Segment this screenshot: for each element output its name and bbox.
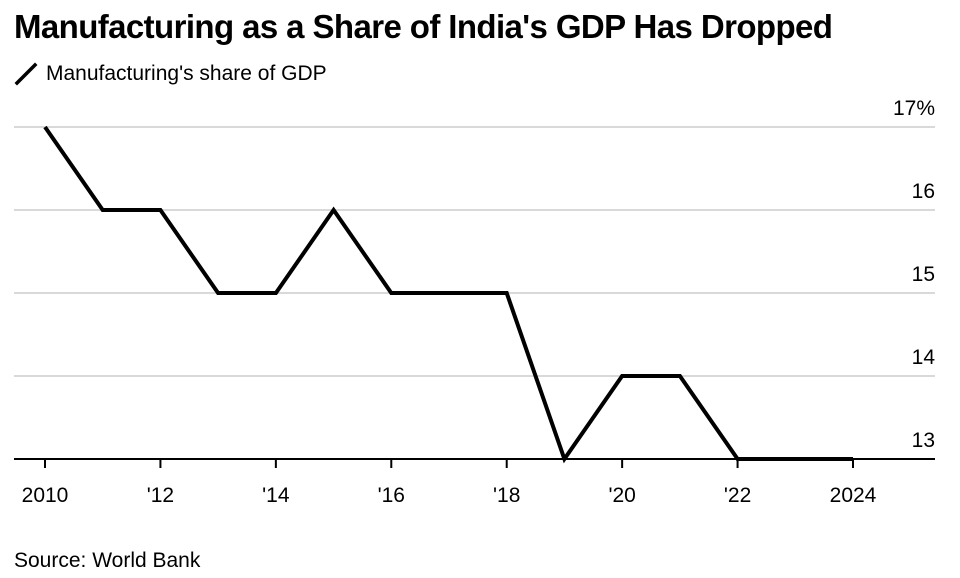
y-tick-label: 14	[912, 346, 936, 369]
legend: Manufacturing's share of GDP	[14, 60, 327, 88]
y-tick-label: 15	[912, 263, 935, 286]
x-tick-label: '12	[147, 484, 174, 507]
x-tick-label: '20	[608, 484, 635, 507]
legend-line-icon	[14, 62, 38, 86]
series-line	[43, 125, 853, 464]
x-tick-label: 2024	[830, 484, 877, 507]
x-tick-label: 2010	[22, 484, 69, 507]
chart-title: Manufacturing as a Share of India's GDP …	[14, 8, 833, 45]
x-tick-label: '16	[378, 484, 405, 507]
x-tick-label: '22	[724, 484, 751, 507]
x-tick-label: '18	[493, 484, 520, 507]
x-tick-label: '14	[262, 484, 290, 507]
y-tick-label: 13	[912, 429, 935, 452]
y-tick-label: 17%	[893, 97, 935, 120]
source-note: Source: World Bank	[14, 549, 201, 572]
legend-label: Manufacturing's share of GDP	[46, 62, 327, 85]
y-tick-label: 16	[912, 180, 935, 203]
line-chart: 17% 16 15 14 13 2010 '12 '14 '16 '18 '20 '22 2024	[14, 97, 936, 507]
